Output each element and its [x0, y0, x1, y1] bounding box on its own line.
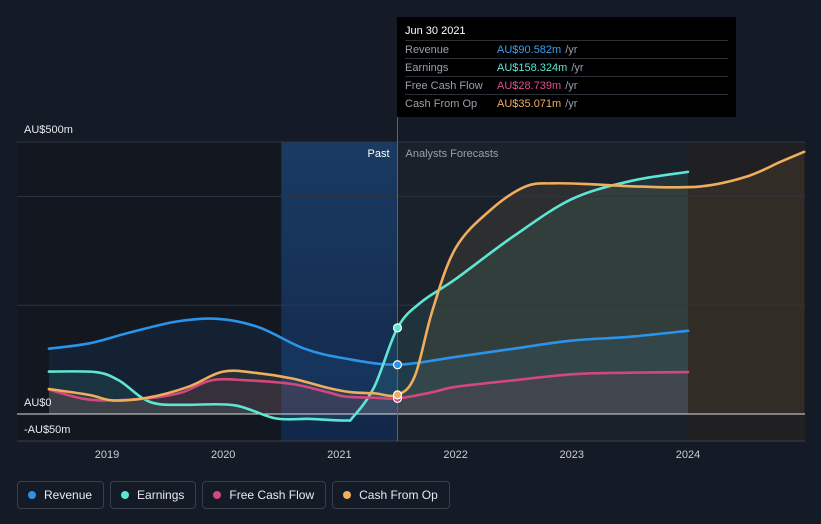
y-label-top: AU$500m [24, 124, 73, 136]
tooltip-row: Earnings AU$158.324m/yr [405, 58, 728, 76]
legend-item-earnings[interactable]: Earnings [110, 481, 197, 509]
tooltip-series-name: Revenue [405, 43, 450, 56]
legend-dot-icon [213, 491, 222, 499]
tooltip-series-name: Free Cash Flow [405, 79, 483, 92]
x-tick-label: 2021 [327, 449, 351, 461]
tooltip-date: Jun 30 2021 [405, 25, 466, 37]
forecast-background [397, 142, 688, 441]
marker-earnings [392, 323, 403, 333]
series-area-0 [48, 318, 688, 414]
series-line-cash-from-op [47, 150, 806, 402]
series-area-1 [48, 171, 688, 421]
legend-label: Cash From Op [359, 488, 438, 502]
tooltip-unit: /yr [565, 43, 578, 56]
legend-item-free-cash-flow[interactable]: Free Cash Flow [202, 481, 327, 509]
region-label-forecast: Analysts Forecasts [406, 148, 499, 160]
tooltip-row: Cash From Op AU$35.071m/yr [405, 94, 728, 112]
tooltip-series-value: AU$158.324m [497, 61, 568, 74]
marker-revenue [392, 360, 403, 370]
legend-dot-icon [343, 491, 352, 499]
y-label-bottom: -AU$50m [24, 424, 70, 436]
legend-dot-icon [121, 491, 130, 499]
series-line-revenue [47, 317, 690, 367]
beyond-forecast-background [688, 142, 805, 441]
tooltip-series-value: AU$35.071m [497, 97, 562, 110]
legend-label: Free Cash Flow [229, 488, 315, 502]
legend-item-revenue[interactable]: Revenue [17, 481, 105, 509]
y-label-zero: AU$0 [24, 397, 52, 409]
tooltip-unit: /yr [571, 61, 584, 74]
x-tick-label: 2019 [95, 449, 119, 461]
x-tick-label: 2022 [443, 449, 467, 461]
tooltip-unit: /yr [565, 97, 578, 110]
tooltip-row: Free Cash Flow AU$28.739m/yr [405, 76, 728, 94]
x-tick-label: 2024 [676, 449, 700, 461]
tooltip-unit: /yr [565, 79, 578, 92]
tooltip-series-name: Cash From Op [405, 97, 478, 110]
legend: Revenue Earnings Free Cash Flow Cash From O… [17, 481, 450, 509]
legend-item-cash-from-op[interactable]: Cash From Op [332, 481, 450, 509]
tooltip-series-value: AU$90.582m [497, 43, 562, 56]
tooltip: Jun 30 2021 Revenue AU$90.582m/yr Earnings… [397, 17, 736, 117]
tooltip-series-name: Earnings [405, 61, 449, 74]
legend-label: Revenue [44, 488, 93, 502]
x-tick-label: 2023 [560, 449, 584, 461]
legend-label: Earnings [137, 488, 185, 502]
tooltip-row: Revenue AU$90.582m/yr [405, 40, 728, 58]
marker-cash-from-op [392, 390, 403, 400]
x-tick-label: 2020 [211, 449, 235, 461]
region-label-past: Past [367, 148, 389, 160]
legend-dot-icon [28, 491, 36, 499]
tooltip-series-value: AU$28.739m [497, 79, 562, 92]
series-area-3 [48, 151, 805, 415]
